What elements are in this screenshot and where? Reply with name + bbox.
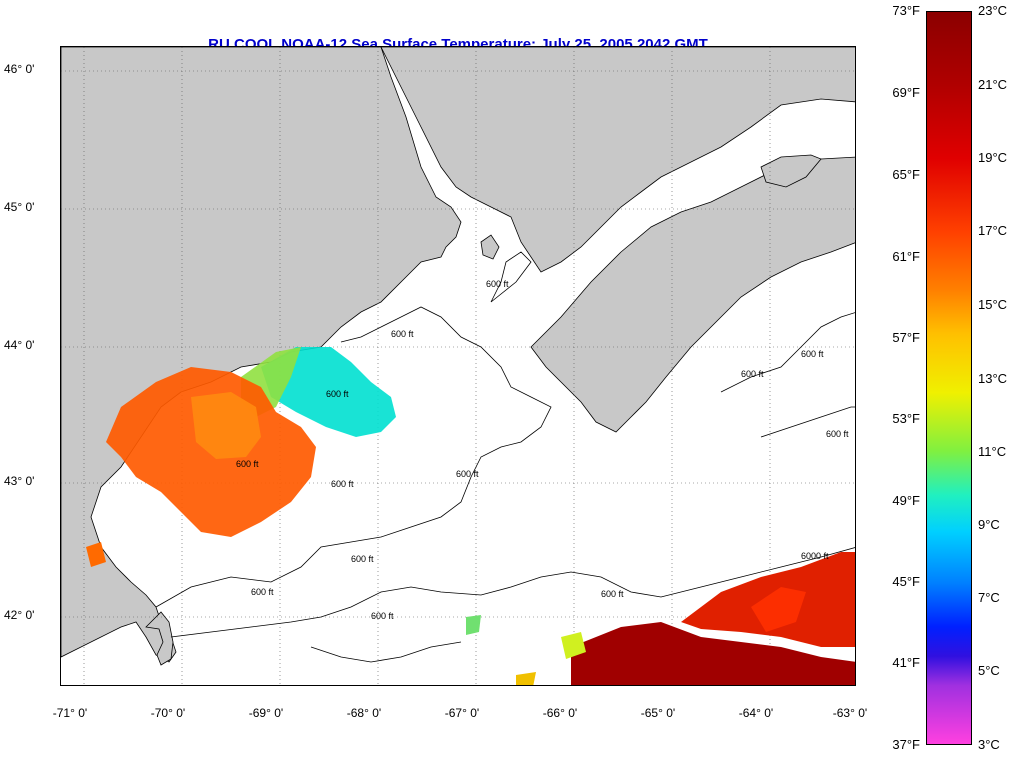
contour-label-600: 600 ft: [251, 587, 274, 597]
contour-label-600: 600 ft: [456, 469, 479, 479]
colorbar-f-73: 73°F: [892, 3, 920, 18]
colorbar-f-53: 53°F: [892, 411, 920, 426]
lon-label-66: -66° 0': [542, 706, 578, 720]
lat-label-44: 44° 0': [4, 338, 35, 352]
land-cape-breton: [760, 154, 822, 188]
lat-label-43: 43° 0': [4, 474, 35, 488]
land-layer: [61, 47, 855, 666]
lon-label-69: -69° 0': [248, 706, 284, 720]
colorbar-f-57: 57°F: [892, 330, 920, 345]
contour-label-600: 600 ft: [826, 429, 849, 439]
contour-label-600: 600 ft: [351, 554, 374, 564]
contour-label-600: 600 ft: [486, 279, 509, 289]
colorbar-c-23: 23°C: [978, 3, 1008, 18]
contour-label-600: 600 ft: [391, 329, 414, 339]
temperature-colorbar: [926, 11, 972, 745]
colorbar-f-65: 65°F: [892, 167, 920, 182]
contour-label-600: 600 ft: [801, 349, 824, 359]
land-new-brunswick: [380, 47, 855, 273]
colorbar-c-7: 7°C: [978, 590, 1000, 605]
map-frame[interactable]: 600 ft 600 ft 600 ft 600 ft 600 ft 600 f…: [60, 46, 856, 686]
contour-label-600: 600 ft: [331, 479, 354, 489]
land-new-england: [61, 47, 462, 663]
lon-label-70: -70° 0': [150, 706, 186, 720]
contour-labels: 600 ft 600 ft 600 ft 600 ft 600 ft 600 f…: [236, 279, 849, 621]
contour-label-6000: 6000 ft: [801, 551, 829, 561]
lat-label-42: 42° 0': [4, 608, 35, 622]
sst-warm-patch-2: [191, 392, 261, 459]
colorbar-c-19: 19°C: [978, 150, 1008, 165]
contour-layer: [155, 251, 855, 663]
sst-hot-patch: [571, 622, 855, 685]
colorbar-f-49: 49°F: [892, 493, 920, 508]
colorbar-f-37: 37°F: [892, 737, 920, 752]
lon-label-64: -64° 0': [738, 706, 774, 720]
contour-label-600: 600 ft: [326, 389, 349, 399]
sst-green-spot: [466, 615, 481, 635]
lat-label-45: 45° 0': [4, 200, 35, 214]
land-island: [480, 234, 500, 260]
sst-layer: [86, 347, 855, 685]
colorbar-c-21: 21°C: [978, 77, 1008, 92]
lon-label-71: -71° 0': [52, 706, 88, 720]
map-canvas: 600 ft 600 ft 600 ft 600 ft 600 ft 600 f…: [61, 47, 855, 685]
colorbar-c-9: 9°C: [978, 517, 1000, 532]
contour-label-600: 600 ft: [236, 459, 259, 469]
colorbar-f-61: 61°F: [892, 249, 920, 264]
contour-label-600: 600 ft: [601, 589, 624, 599]
sst-hot-streak-2: [751, 587, 806, 632]
lat-label-46: 46° 0': [4, 62, 35, 76]
sst-yellow-spot-2: [516, 672, 536, 685]
lon-label-67: -67° 0': [444, 706, 480, 720]
colorbar-c-17: 17°C: [978, 223, 1008, 238]
colorbar-f-69: 69°F: [892, 85, 920, 100]
sst-orange-spot: [86, 542, 106, 567]
lon-label-63: -63° 0': [832, 706, 868, 720]
contour-label-600: 600 ft: [741, 369, 764, 379]
lon-label-68: -68° 0': [346, 706, 382, 720]
colorbar-c-13: 13°C: [978, 371, 1008, 386]
land-nova-scotia: [530, 156, 855, 433]
colorbar-f-45: 45°F: [892, 574, 920, 589]
colorbar-c-5: 5°C: [978, 663, 1000, 678]
sst-yellow-spot: [561, 632, 586, 659]
sst-cool-patch: [261, 347, 396, 437]
lon-label-65: -65° 0': [640, 706, 676, 720]
colorbar-c-11: 11°C: [978, 444, 1007, 459]
colorbar-f-41: 41°F: [892, 655, 920, 670]
contour-label-600: 600 ft: [371, 611, 394, 621]
colorbar-c-3: 3°C: [978, 737, 1000, 752]
colorbar-c-15: 15°C: [978, 297, 1008, 312]
